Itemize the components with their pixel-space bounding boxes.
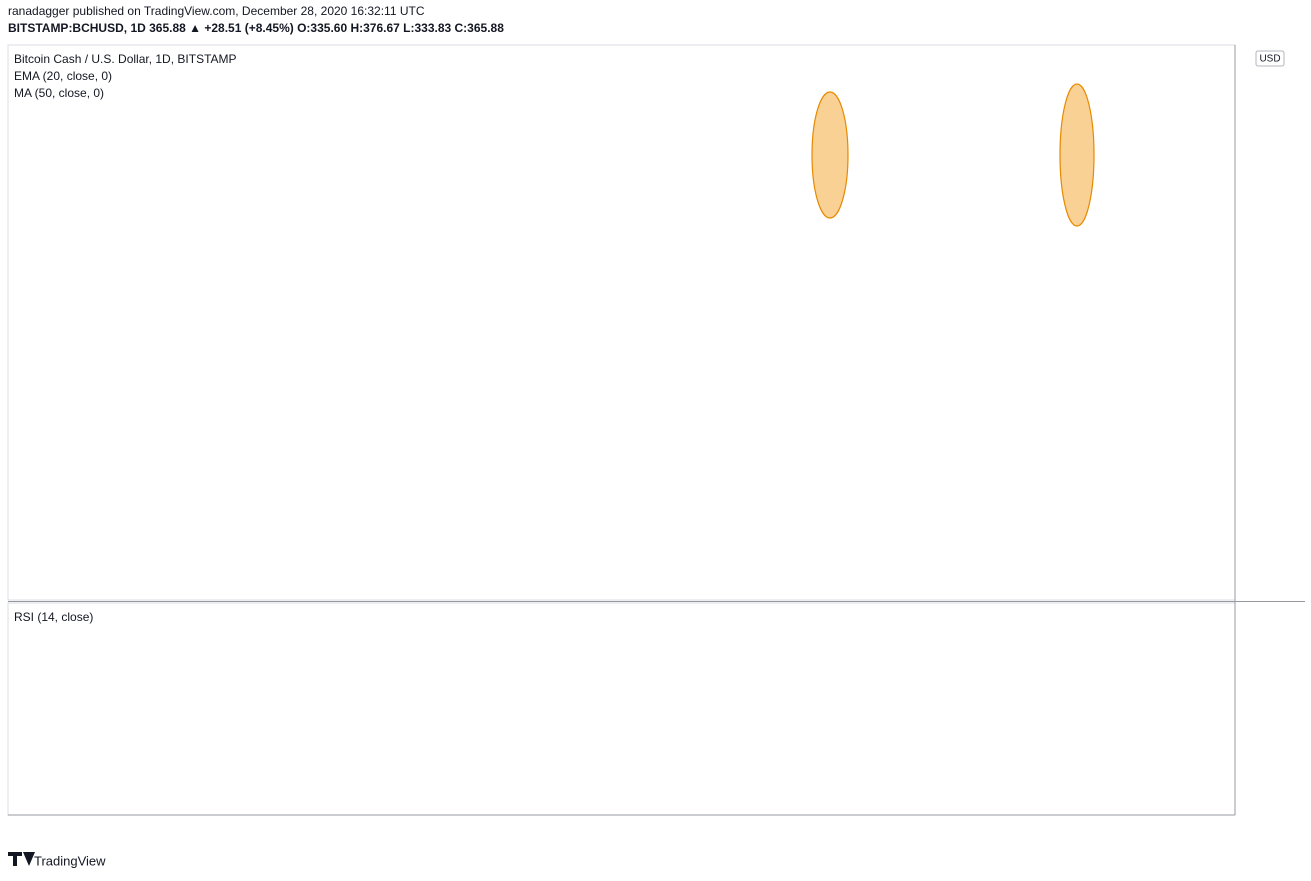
highlight-ellipse bbox=[1059, 83, 1095, 227]
publish-line: ranadagger published on TradingView.com,… bbox=[8, 4, 425, 18]
chart-title: Bitcoin Cash / U.S. Dollar, 1D, BITSTAMP bbox=[14, 52, 237, 66]
currency: USD bbox=[1259, 54, 1280, 65]
indicator-label: MA (50, close, 0) bbox=[14, 86, 104, 100]
brand-logo bbox=[8, 852, 35, 866]
currency-box bbox=[1255, 50, 1285, 67]
brand: TradingView bbox=[34, 853, 106, 868]
highlight-ellipse bbox=[811, 91, 849, 219]
rsi-title: RSI (14, close) bbox=[14, 610, 93, 624]
quote-line: BITSTAMP:BCHUSD, 1D 365.88 ▲ +28.51 (+8.… bbox=[8, 21, 504, 35]
indicator-label: EMA (20, close, 0) bbox=[14, 69, 112, 83]
